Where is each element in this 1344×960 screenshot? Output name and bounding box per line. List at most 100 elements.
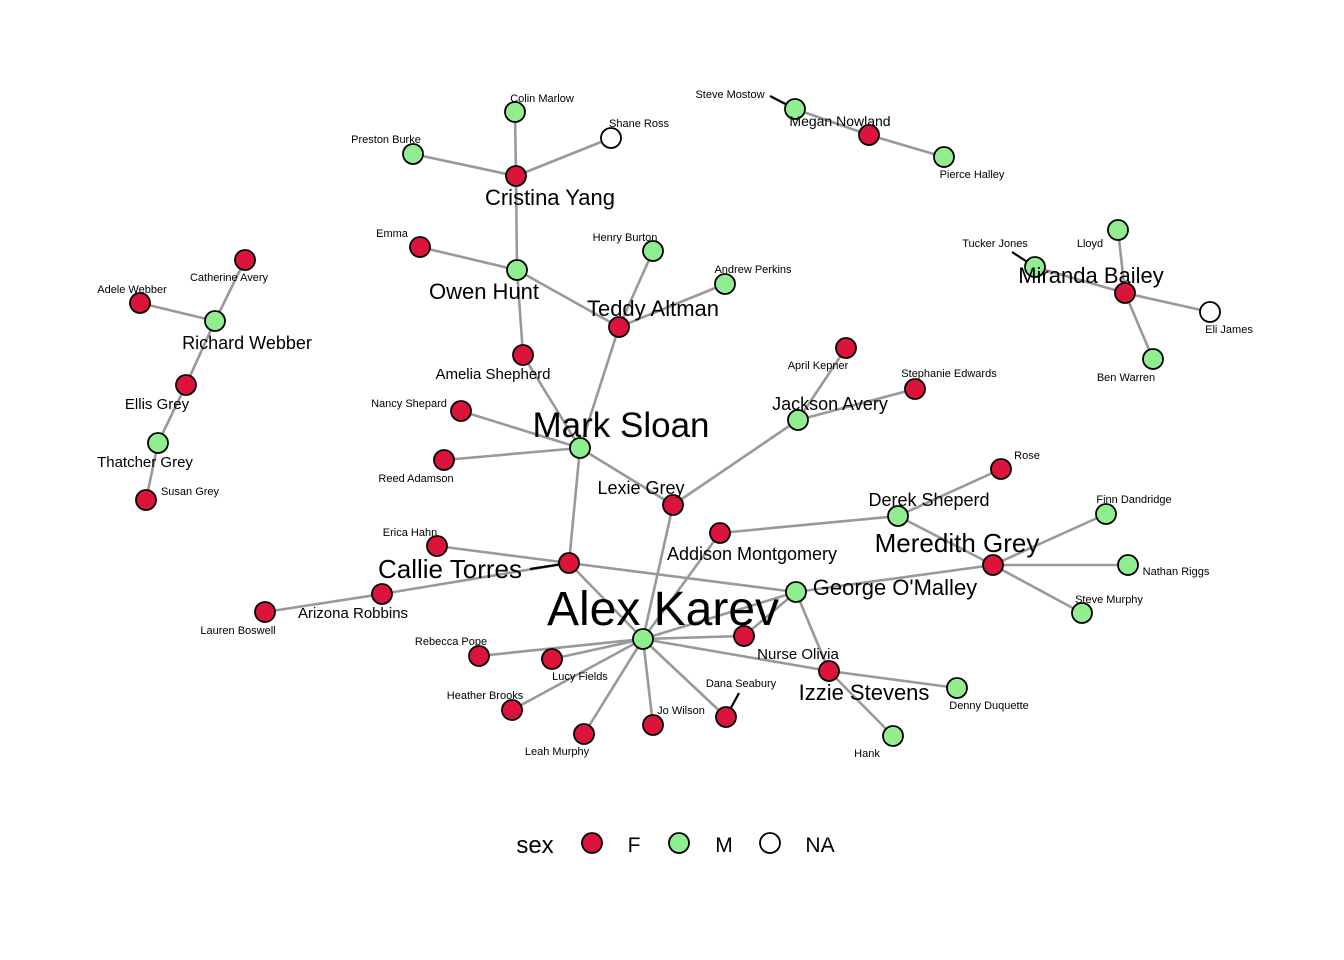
legend-key-m xyxy=(668,832,690,854)
node-alex-karev xyxy=(632,628,654,650)
node-hank xyxy=(882,725,904,747)
edge-jackson-avery-april-kepner xyxy=(796,347,848,421)
node-label-lexie-grey: Lexie Grey xyxy=(597,478,684,498)
edge-alex-karev-rebecca-pope xyxy=(478,637,644,658)
node-nurse-olivia xyxy=(733,625,755,647)
node-label-nancy-shepard: Nancy Shepard xyxy=(371,398,447,410)
node-label-steve-mostow: Steve Mostow xyxy=(695,89,764,101)
edge-meredith-grey-george-omalley xyxy=(795,563,994,594)
node-emma xyxy=(409,236,431,258)
node-heather-brooks xyxy=(501,699,523,721)
node-label-miranda-bailey: Miranda Bailey xyxy=(1018,263,1164,288)
node-rebecca-pope xyxy=(468,645,490,667)
node-denny-duquette xyxy=(946,677,968,699)
node-label-ben-warren: Ben Warren xyxy=(1097,372,1155,384)
edge-derek-sheperd-rose xyxy=(897,467,1002,518)
node-label-meredith-grey: Meredith Grey xyxy=(875,528,1040,558)
labels-layer: Alex Karev Mark Sloan Callie Torres Meredit… xyxy=(97,89,1253,760)
node-leah-murphy xyxy=(573,723,595,745)
edge-mark-sloan-nancy-shepard xyxy=(460,409,581,450)
edge-amelia-shepherd-mark-sloan xyxy=(521,354,582,449)
node-label-stephanie-edwards: Stephanie Edwards xyxy=(901,368,997,380)
node-teddy-altman xyxy=(608,316,630,338)
node-jo-wilson xyxy=(642,714,664,736)
node-label-addison-montgomery: Addison Montgomery xyxy=(667,544,837,564)
node-label-owen-hunt: Owen Hunt xyxy=(429,279,539,304)
node-label-megan-nowland: Megan Nowland xyxy=(789,113,890,129)
node-miranda-bailey xyxy=(1114,282,1136,304)
edge-george-omalley-nurse-olivia xyxy=(743,591,797,637)
node-preston-burke xyxy=(402,143,424,165)
node-label-henry-burton: Henry Burton xyxy=(593,232,658,244)
node-rose xyxy=(990,458,1012,480)
node-steve-murphy xyxy=(1071,602,1093,624)
node-label-ellis-grey: Ellis Grey xyxy=(125,396,190,413)
node-label-hank: Hank xyxy=(854,748,880,760)
node-april-kepner xyxy=(835,337,857,359)
edge-alex-karev-leah-murphy xyxy=(582,638,645,735)
node-tucker-jones xyxy=(1024,256,1046,278)
node-reed-adamson xyxy=(433,449,455,471)
node-finn-dandridge xyxy=(1095,503,1117,525)
legend-label-na: NA xyxy=(805,834,834,857)
edge-mark-sloan-callie-torres xyxy=(567,447,582,564)
node-label-rebecca-pope: Rebecca Pope xyxy=(415,636,487,648)
edge-mark-sloan-lexie-grey xyxy=(579,446,674,507)
node-label-izzie-stevens: Izzie Stevens xyxy=(799,680,930,705)
node-nancy-shepard xyxy=(450,400,472,422)
node-label-jackson-avery: Jackson Avery xyxy=(772,394,888,414)
node-label-derek-sheperd: Derek Sheperd xyxy=(868,490,989,510)
node-label-april-kepner: April Kepner xyxy=(788,360,849,372)
edge-alex-karev-heather-brooks xyxy=(511,637,644,712)
node-label-shane-ross: Shane Ross xyxy=(609,118,669,130)
node-amelia-shepherd xyxy=(512,344,534,366)
node-label-heather-brooks: Heather Brooks xyxy=(447,690,524,702)
node-izzie-stevens xyxy=(818,660,840,682)
edge-miranda-bailey-ben-warren xyxy=(1123,292,1155,360)
node-label-leah-murphy: Leah Murphy xyxy=(525,746,590,758)
edge-alex-karev-jo-wilson xyxy=(641,638,655,726)
node-label-denny-duquette: Denny Duquette xyxy=(949,700,1029,712)
edge-richard-webber-catherine-avery xyxy=(213,259,247,322)
node-label-amelia-shepherd: Amelia Shepherd xyxy=(435,366,550,383)
node-label-cristina-yang: Cristina Yang xyxy=(485,185,615,210)
edge-megan-nowland-pierce-halley xyxy=(868,133,945,159)
node-label-mark-sloan: Mark Sloan xyxy=(532,406,709,445)
node-megan-nowland xyxy=(858,124,880,146)
legend-label-m: M xyxy=(715,834,733,857)
node-label-richard-webber: Richard Webber xyxy=(182,333,312,353)
node-colin-marlow xyxy=(504,101,526,123)
node-dana-seabury xyxy=(715,706,737,728)
node-label-reed-adamson: Reed Adamson xyxy=(378,473,453,485)
node-label-alex-karev: Alex Karev xyxy=(547,583,779,636)
node-label-jo-wilson: Jo Wilson xyxy=(657,705,705,717)
edge-derek-sheperd-meredith-grey xyxy=(897,514,994,567)
node-ben-warren xyxy=(1142,348,1164,370)
legend-key-f xyxy=(581,832,603,854)
node-george-omalley xyxy=(785,581,807,603)
edge-teddy-altman-mark-sloan xyxy=(578,326,621,449)
edge-george-omalley-alex-karev xyxy=(642,590,797,641)
node-richard-webber xyxy=(204,310,226,332)
node-steve-mostow xyxy=(784,98,806,120)
edge-callie-torres-erica-hahn xyxy=(436,544,570,565)
edge-teddy-altman-henry-burton xyxy=(617,250,655,328)
edge-miranda-bailey-tucker-jones xyxy=(1034,265,1126,295)
node-label-adele-webber: Adele Webber xyxy=(97,284,167,296)
node-mark-sloan xyxy=(569,437,591,459)
legend: sex F M NA xyxy=(516,832,834,859)
node-nathan-riggs xyxy=(1117,554,1139,576)
node-label-catherine-avery: Catherine Avery xyxy=(190,272,269,284)
node-pierce-halley xyxy=(933,146,955,168)
node-susan-grey xyxy=(135,489,157,511)
node-henry-burton xyxy=(642,240,664,262)
node-cristina-yang xyxy=(505,165,527,187)
node-callie-torres xyxy=(558,552,580,574)
edge-izzie-stevens-denny-duquette xyxy=(828,669,958,690)
node-label-tucker-jones: Tucker Jones xyxy=(962,238,1028,250)
node-addison-montgomery xyxy=(709,522,731,544)
node-shane-ross xyxy=(600,127,622,149)
edge-izzie-stevens-hank xyxy=(828,670,894,737)
node-adele-webber xyxy=(129,292,151,314)
node-label-steve-murphy: Steve Murphy xyxy=(1075,594,1143,606)
